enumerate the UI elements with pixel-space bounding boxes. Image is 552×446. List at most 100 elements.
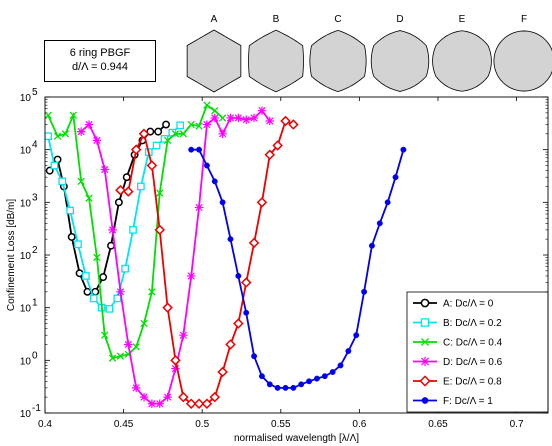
legend-entry: A: Dc/Λ = 0 — [413, 299, 494, 310]
shape-label-c: C — [334, 14, 341, 25]
data-point — [113, 294, 122, 303]
data-point — [186, 271, 196, 281]
data-point — [107, 241, 115, 250]
data-point — [61, 130, 70, 138]
data-point — [280, 115, 291, 127]
data-point — [76, 127, 86, 136]
x-tick-label: 0.55 — [271, 419, 291, 430]
data-point — [160, 135, 169, 143]
data-point — [58, 177, 67, 186]
data-point — [131, 383, 141, 393]
y-tick-label: 10 — [20, 198, 32, 209]
data-point — [93, 253, 101, 262]
legend-entry: C: Dc/Λ = 0.4 — [413, 338, 503, 349]
data-point — [171, 364, 180, 373]
data-point — [116, 352, 125, 360]
data-point — [266, 381, 273, 388]
shape-c — [309, 29, 367, 93]
shape-diagrams: A B C D E F — [186, 14, 552, 93]
data-point — [288, 119, 299, 130]
data-point — [321, 373, 328, 380]
data-point — [179, 331, 188, 340]
data-point — [219, 199, 226, 206]
data-point — [179, 130, 187, 138]
data-point — [66, 206, 74, 215]
data-point — [77, 177, 85, 186]
data-point — [50, 161, 59, 170]
y-tick-exponent: 1 — [32, 298, 38, 309]
y-tick-exponent: 0 — [32, 350, 38, 361]
info-line-2: d/Λ = 0.944 — [72, 61, 128, 73]
loss-plot: 0.4 0.45 0.5 0.55 0.6 0.65 0.710-1100101102103… — [6, 87, 549, 444]
x-tick-label: 0.7 — [510, 419, 524, 430]
data-point — [233, 318, 244, 329]
y-tick-label: 10 — [20, 146, 32, 157]
data-point — [185, 398, 197, 409]
data-point — [115, 184, 126, 196]
data-point — [211, 178, 218, 185]
legend-marker — [421, 397, 429, 404]
data-point — [290, 384, 297, 391]
data-point — [226, 113, 235, 123]
data-point — [235, 273, 242, 279]
data-point — [146, 160, 158, 171]
x-tick-label: 0.65 — [428, 419, 448, 430]
data-point — [53, 132, 62, 140]
series-e — [115, 115, 299, 409]
y-tick-label: 10 — [20, 93, 32, 104]
series-f — [188, 146, 407, 391]
legend-label: C: Dc/Λ = 0.4 — [443, 338, 503, 349]
data-point — [99, 273, 108, 282]
data-point — [163, 392, 172, 402]
shape-label-e: E — [459, 14, 466, 25]
data-point — [187, 120, 195, 129]
data-point — [272, 140, 283, 151]
data-point — [257, 106, 267, 115]
data-point — [218, 114, 227, 122]
data-point — [210, 113, 219, 123]
data-point — [122, 173, 131, 182]
data-point — [188, 146, 195, 153]
legend-label: D: Dc/Λ = 0.6 — [443, 357, 503, 368]
legend-label: A: Dc/Λ = 0 — [443, 299, 494, 310]
data-point — [82, 272, 90, 280]
y-tick-exponent: -1 — [32, 403, 41, 414]
data-point — [154, 127, 163, 136]
data-point — [242, 115, 251, 124]
data-point — [361, 288, 368, 295]
data-point — [84, 120, 94, 129]
shape-f — [493, 30, 552, 92]
data-point — [369, 242, 375, 249]
data-point — [92, 136, 102, 145]
data-point — [171, 130, 180, 138]
legend-entry: D: Dc/Λ = 0.6 — [413, 356, 503, 368]
y-tick-exponent: 3 — [32, 192, 38, 203]
shape-a — [186, 29, 242, 93]
data-point — [124, 340, 133, 349]
data-point — [85, 194, 93, 202]
data-point — [74, 240, 82, 249]
legend-marker — [420, 318, 430, 327]
data-point — [148, 288, 156, 296]
y-tick-exponent: 2 — [32, 245, 38, 256]
data-point — [353, 332, 360, 339]
info-box: 6 ring PBGF d/Λ = 0.944 — [44, 40, 156, 82]
legend-marker — [420, 337, 430, 347]
data-point — [251, 353, 258, 360]
info-line-1: 6 ring PBGF — [69, 47, 131, 59]
data-point — [156, 189, 164, 197]
x-tick-label: 0.4 — [38, 419, 52, 430]
data-point — [209, 391, 221, 403]
data-point — [140, 319, 148, 328]
legend-marker — [419, 375, 431, 387]
data-point — [265, 116, 274, 126]
data-point — [75, 269, 84, 278]
shape-e — [432, 30, 492, 92]
data-point — [170, 355, 181, 366]
data-point — [137, 182, 145, 191]
data-point — [123, 186, 134, 197]
data-point — [376, 220, 383, 227]
y-tick-label: 10 — [20, 409, 32, 420]
legend-entry: F: Dc/Λ = 1 — [413, 396, 493, 407]
